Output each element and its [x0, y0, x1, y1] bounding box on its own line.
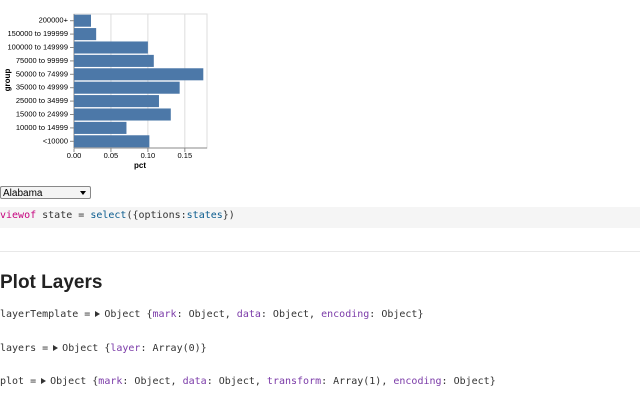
code-token: : Object} — [369, 309, 424, 320]
bar — [74, 68, 204, 81]
y-tick-label: 10000 to 14999 — [16, 123, 68, 132]
bar — [74, 28, 97, 41]
bar — [74, 81, 180, 94]
code-token: layer — [110, 343, 141, 354]
bar — [74, 108, 171, 121]
bar — [74, 95, 159, 108]
y-axis-title: group — [3, 69, 12, 92]
output-cell: plot = Object {mark: Object, data: Object… — [0, 376, 496, 387]
bar — [74, 135, 150, 148]
code-cell: viewof state = select({options:states}) — [0, 210, 235, 221]
x-tick-label: 0.00 — [67, 151, 82, 160]
code-token: transform — [266, 376, 322, 387]
code-token: Object { — [104, 309, 153, 320]
y-tick-label: <10000 — [43, 136, 68, 145]
code-token: : Object, — [260, 309, 322, 320]
y-tick-label: 100000 to 149999 — [8, 42, 68, 51]
x-tick-label: 0.15 — [178, 151, 193, 160]
x-tick-label: 0.05 — [104, 151, 119, 160]
code-token: data — [236, 309, 261, 320]
expand-toggle[interactable] — [53, 345, 59, 351]
code-token: Object { — [62, 343, 111, 354]
section-heading: Plot Layers — [0, 272, 103, 293]
code-token: states — [186, 210, 223, 221]
code-token: : Object, — [122, 376, 183, 387]
y-tick-label: 200000+ — [39, 16, 69, 25]
bar — [74, 14, 91, 27]
code-token: mark — [98, 376, 123, 387]
y-tick-label: 35000 to 49999 — [16, 83, 68, 92]
chart: group pct 0.00 0.05 0.10 0.15 200000+ 150000 … — [3, 13, 208, 170]
code-token: data — [182, 376, 207, 387]
code-token: mark — [152, 309, 177, 320]
state-select[interactable]: Alabama — [0, 186, 91, 199]
code-token: layerTemplate = — [0, 309, 91, 320]
code-token: plot = — [0, 376, 37, 387]
code-token: encoding — [321, 309, 370, 320]
code-token: : Object} — [441, 376, 496, 387]
y-tick-label: 75000 to 99999 — [16, 56, 68, 65]
code-cell-bg — [0, 207, 640, 228]
code-token: ({options: — [126, 210, 187, 221]
code-token: : Object, — [206, 376, 267, 387]
code-token: layers = — [0, 343, 49, 354]
x-axis-title: pct — [134, 161, 146, 170]
y-tick-label: 50000 to 74999 — [16, 69, 68, 78]
y-tick-label: 150000 to 199999 — [8, 29, 68, 38]
y-tick-label: 15000 to 24999 — [16, 109, 68, 118]
output-cell: layers = Object {layer: Array(0)} — [0, 343, 207, 354]
separator — [0, 251, 640, 252]
code-token: encoding — [393, 376, 442, 387]
bar — [74, 121, 127, 134]
bar — [74, 54, 154, 67]
code-token: Object { — [50, 376, 99, 387]
code-token: viewof — [0, 210, 37, 221]
code-token: : Array(0)} — [140, 343, 207, 354]
code-token: : Object, — [176, 309, 237, 320]
code-token: state = — [36, 210, 91, 221]
y-tick-label: 25000 to 34999 — [16, 96, 68, 105]
code-token: select — [90, 210, 127, 221]
expand-toggle[interactable] — [95, 311, 101, 317]
code-token: }) — [222, 210, 235, 221]
expand-toggle[interactable] — [41, 378, 47, 384]
bar — [74, 41, 148, 54]
code-token: : Array(1), — [321, 376, 394, 387]
output-cell: layerTemplate = Object {mark: Object, dat… — [0, 309, 423, 320]
x-tick-label: 0.10 — [141, 151, 156, 160]
